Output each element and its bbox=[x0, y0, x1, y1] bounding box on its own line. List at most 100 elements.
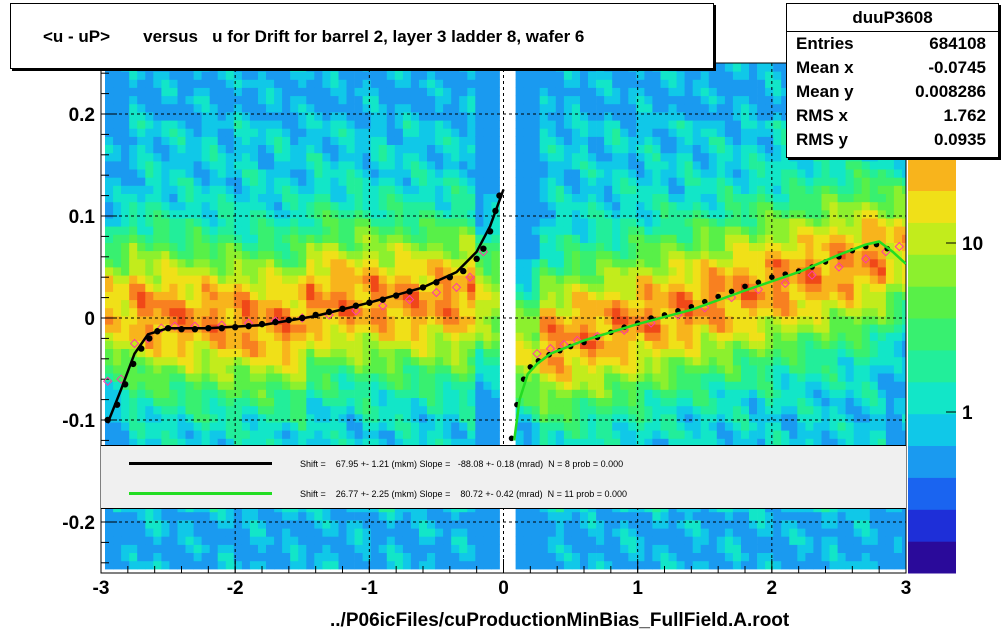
heatmap-cell bbox=[209, 299, 219, 309]
heatmap-cell bbox=[105, 234, 114, 243]
heatmap-cell bbox=[612, 413, 621, 423]
heatmap-cell bbox=[121, 544, 130, 553]
heatmap-cell bbox=[153, 373, 162, 382]
heatmap-cell bbox=[338, 307, 347, 317]
heatmap-cell bbox=[571, 128, 581, 137]
heatmap-cell bbox=[459, 511, 468, 521]
heatmap-cell bbox=[201, 218, 211, 227]
heatmap-cell bbox=[483, 120, 492, 129]
heatmap-cell bbox=[604, 144, 613, 154]
heatmap-cell bbox=[491, 413, 500, 423]
heatmap-cell bbox=[523, 152, 532, 162]
heatmap-cell bbox=[451, 103, 460, 113]
heatmap-cell bbox=[724, 128, 734, 137]
heatmap-cell bbox=[121, 226, 130, 235]
heatmap-cell bbox=[668, 356, 677, 366]
heatmap-cell bbox=[563, 87, 573, 97]
heatmap-cell bbox=[692, 430, 702, 439]
heatmap-cell bbox=[749, 169, 758, 178]
heatmap-cell bbox=[241, 209, 251, 219]
heatmap-cell bbox=[217, 152, 227, 162]
heatmap-cell bbox=[708, 544, 718, 553]
heatmap-cell bbox=[419, 120, 428, 129]
heatmap-cell bbox=[290, 87, 299, 97]
heatmap-cell bbox=[467, 136, 476, 145]
heatmap-cell bbox=[306, 332, 315, 341]
heatmap-cell bbox=[362, 438, 372, 447]
heatmap-cell bbox=[531, 340, 541, 349]
heatmap-cell bbox=[129, 373, 138, 382]
heatmap-cell bbox=[386, 348, 396, 358]
heatmap-cell bbox=[169, 430, 178, 439]
heatmap-cell bbox=[539, 79, 549, 88]
heatmap-cell bbox=[169, 250, 178, 260]
heatmap-cell bbox=[741, 356, 750, 366]
heatmap-cell bbox=[282, 422, 291, 431]
heatmap-cell bbox=[636, 364, 645, 374]
heatmap-cell bbox=[700, 381, 710, 390]
heatmap-cell bbox=[193, 258, 203, 268]
heatmap-cell bbox=[282, 438, 291, 447]
heatmap-cell bbox=[338, 389, 347, 398]
heatmap-cell bbox=[209, 340, 219, 349]
heatmap-cell bbox=[419, 209, 428, 219]
heatmap-cell bbox=[338, 79, 347, 88]
heatmap-cell bbox=[402, 520, 412, 529]
heatmap-cell bbox=[137, 234, 146, 243]
heatmap-cell bbox=[765, 536, 774, 545]
heatmap-cell bbox=[724, 103, 734, 113]
heatmap-cell bbox=[209, 112, 219, 121]
heatmap-cell bbox=[322, 552, 331, 562]
heatmap-cell bbox=[596, 234, 605, 243]
heatmap-cell bbox=[354, 373, 364, 382]
heatmap-cell bbox=[459, 299, 468, 309]
heatmap-cell bbox=[322, 250, 331, 260]
heatmap-cell bbox=[443, 185, 452, 194]
heatmap-cell bbox=[451, 520, 460, 529]
heatmap-cell bbox=[306, 177, 315, 186]
heatmap-cell bbox=[306, 275, 315, 284]
heatmap-cell bbox=[531, 560, 541, 570]
heatmap-cell bbox=[515, 136, 524, 145]
heatmap-cell bbox=[314, 511, 323, 521]
heatmap-cell bbox=[435, 307, 444, 317]
heatmap-cell bbox=[539, 193, 549, 203]
heatmap-cell bbox=[258, 356, 267, 366]
heatmap-cell bbox=[612, 275, 621, 284]
heatmap-cell bbox=[233, 348, 243, 358]
heatmap-cell bbox=[596, 79, 605, 88]
heatmap-cell bbox=[306, 299, 315, 309]
heatmap-cell bbox=[732, 79, 742, 88]
heatmap-cell bbox=[612, 234, 621, 243]
heatmap-cell bbox=[443, 422, 452, 431]
heatmap-cell bbox=[620, 177, 629, 186]
heatmap-cell bbox=[515, 112, 524, 121]
heatmap-cell bbox=[274, 267, 283, 276]
heatmap-cell bbox=[732, 560, 742, 570]
heatmap-cell bbox=[708, 218, 718, 227]
heatmap-cell bbox=[217, 242, 227, 252]
heatmap-cell bbox=[612, 87, 621, 97]
heatmap-cell bbox=[419, 177, 428, 186]
heatmap-cell bbox=[660, 536, 669, 545]
heatmap-cell bbox=[185, 103, 194, 113]
heatmap-cell bbox=[467, 201, 476, 211]
heatmap-cell bbox=[660, 364, 669, 374]
heatmap-cell bbox=[684, 136, 693, 145]
heatmap-cell bbox=[105, 405, 114, 415]
heatmap-cell bbox=[668, 348, 677, 358]
heatmap-cell bbox=[370, 87, 380, 97]
heatmap-cell bbox=[314, 267, 323, 276]
heatmap-cell bbox=[362, 340, 372, 349]
heatmap-cell bbox=[652, 332, 661, 341]
heatmap-cell bbox=[757, 144, 766, 154]
heatmap-cell bbox=[451, 332, 460, 341]
heatmap-cell bbox=[459, 364, 468, 374]
heatmap-cell bbox=[290, 258, 299, 268]
heatmap-cell bbox=[724, 71, 734, 80]
heatmap-cell bbox=[435, 422, 444, 431]
heatmap-cell bbox=[523, 144, 532, 154]
heatmap-cell bbox=[459, 193, 468, 203]
heatmap-cell bbox=[515, 389, 524, 398]
heatmap-cell bbox=[531, 144, 541, 154]
